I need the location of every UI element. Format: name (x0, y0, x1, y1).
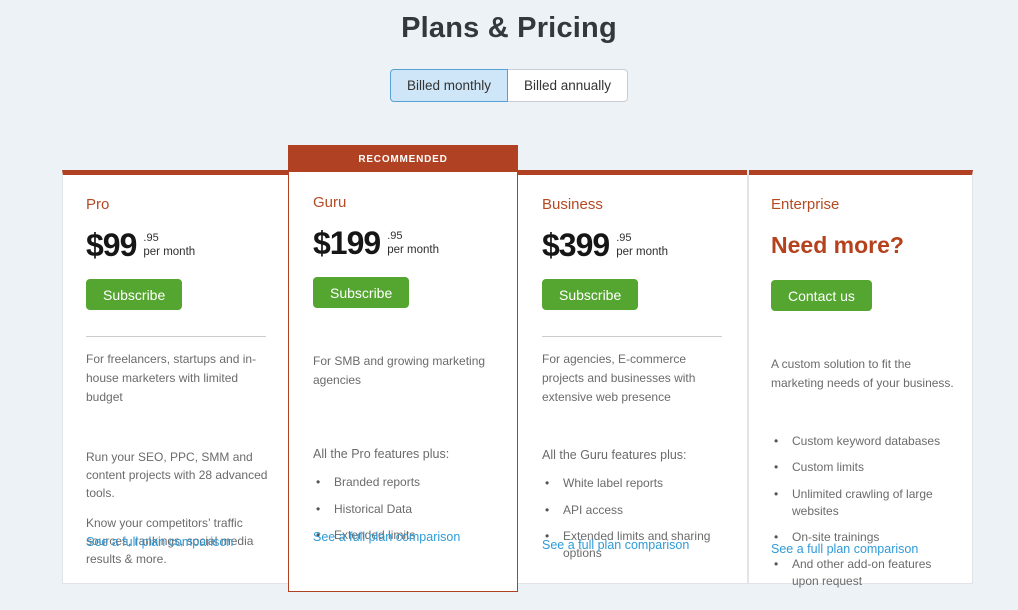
billed-annually-button[interactable]: Billed annually (506, 69, 629, 102)
plan-features: All the Pro features plus: Branded repor… (313, 447, 497, 545)
page-title: Plans & Pricing (401, 12, 617, 44)
page-root: { "header": { "title": "Plans & Pricing"… (0, 12, 1018, 610)
contact-us-button[interactable]: Contact us (771, 280, 872, 311)
plan-comparison-link[interactable]: See a full plan comparison (86, 535, 234, 549)
subscribe-button[interactable]: Subscribe (313, 277, 410, 309)
price-period: per month (616, 246, 668, 259)
features-intro: All the Guru features plus: (542, 448, 687, 463)
price-side: .95 per month (616, 231, 668, 260)
subscribe-button[interactable]: Subscribe (542, 279, 639, 311)
need-more-headline: Need more? (771, 232, 904, 258)
plan-price: $199 .95 per month (313, 225, 497, 261)
plan-description: For SMB and growing marketing agencies (313, 354, 486, 388)
plan-comparison-link[interactable]: See a full plan comparison (771, 542, 919, 556)
price-dollars: $399 (542, 227, 610, 263)
feature-item: Unlimited crawling of large websites (771, 486, 954, 521)
feature-item: Extended limits and sharing options (542, 528, 727, 563)
plan-features: Custom keyword databases Custom limits U… (771, 433, 954, 591)
plan-name: Pro (86, 196, 110, 213)
price-side: .95 per month (143, 231, 195, 260)
plan-card-business: Business $399 .95 per month Subscribe Fo… (519, 175, 747, 583)
price-side: .95 per month (387, 229, 439, 258)
feature-item: On-site trainings (771, 529, 954, 547)
column-divider (747, 170, 749, 583)
billing-toggle: Billed monthly Billed annually (0, 69, 1018, 102)
feature-item: And other add-on features upon request (771, 556, 954, 591)
price-period: per month (143, 246, 196, 259)
plan-description: A custom solution to fit the marketing n… (771, 357, 954, 390)
plan-description: For freelancers, startups and in-house m… (86, 352, 257, 405)
guru-card-body: Guru $199 .95 per month Subscribe For SM… (289, 172, 517, 591)
price-dollars: $99 (86, 227, 137, 263)
price-dollars: $199 (313, 225, 381, 261)
plan-card-guru: RECOMMENDED Guru $199 .95 per month Subs… (288, 145, 518, 592)
plan-name: Business (542, 196, 603, 213)
feature-list: Custom keyword databases Custom limits U… (771, 433, 954, 591)
plan-card-enterprise: Enterprise Need more? Contact us A custo… (748, 175, 974, 588)
feature-item: Branded reports (313, 474, 497, 492)
recommended-badge: RECOMMENDED (289, 146, 517, 172)
feature-item: Extended limits (313, 527, 497, 545)
subscribe-button[interactable]: Subscribe (86, 279, 183, 311)
plan-features: All the Guru features plus: White label … (542, 448, 727, 563)
plan-comparison-link[interactable]: See a full plan comparison (313, 530, 461, 544)
divider (86, 336, 266, 338)
feature-list: Branded reports Historical Data Extended… (313, 474, 497, 545)
feature-item: API access (542, 502, 727, 520)
plan-name: Enterprise (771, 196, 840, 213)
price-cents: .95 (387, 230, 403, 242)
plan-price: $99 .95 per month (86, 227, 269, 263)
plan-name: Guru (313, 194, 347, 211)
price-cents: .95 (143, 232, 159, 244)
plan-card-pro: Pro $99 .95 per month Subscribe For free… (63, 175, 289, 583)
feature-item: Custom keyword databases (771, 433, 954, 451)
feature-item: White label reports (542, 475, 727, 493)
plan-paragraph: Run your SEO, PPC, SMM and content proje… (86, 450, 268, 501)
plan-description: For agencies, E-commerce projects and bu… (542, 352, 696, 405)
plan-features: Run your SEO, PPC, SMM and content proje… (86, 448, 269, 568)
features-intro: All the Pro features plus: (313, 447, 450, 462)
feature-list: White label reports API access Extended … (542, 475, 727, 563)
plan-paragraph: Know your competitors’ traffic sources, … (86, 516, 254, 567)
plan-comparison-link[interactable]: See a full plan comparison (542, 538, 690, 552)
plan-price: $399 .95 per month (542, 227, 727, 263)
price-cents: .95 (616, 232, 632, 244)
price-period: per month (387, 244, 439, 257)
feature-item: Historical Data (313, 501, 497, 519)
billed-monthly-button[interactable]: Billed monthly (389, 69, 508, 102)
divider (542, 336, 722, 338)
feature-item: Custom limits (771, 459, 954, 477)
